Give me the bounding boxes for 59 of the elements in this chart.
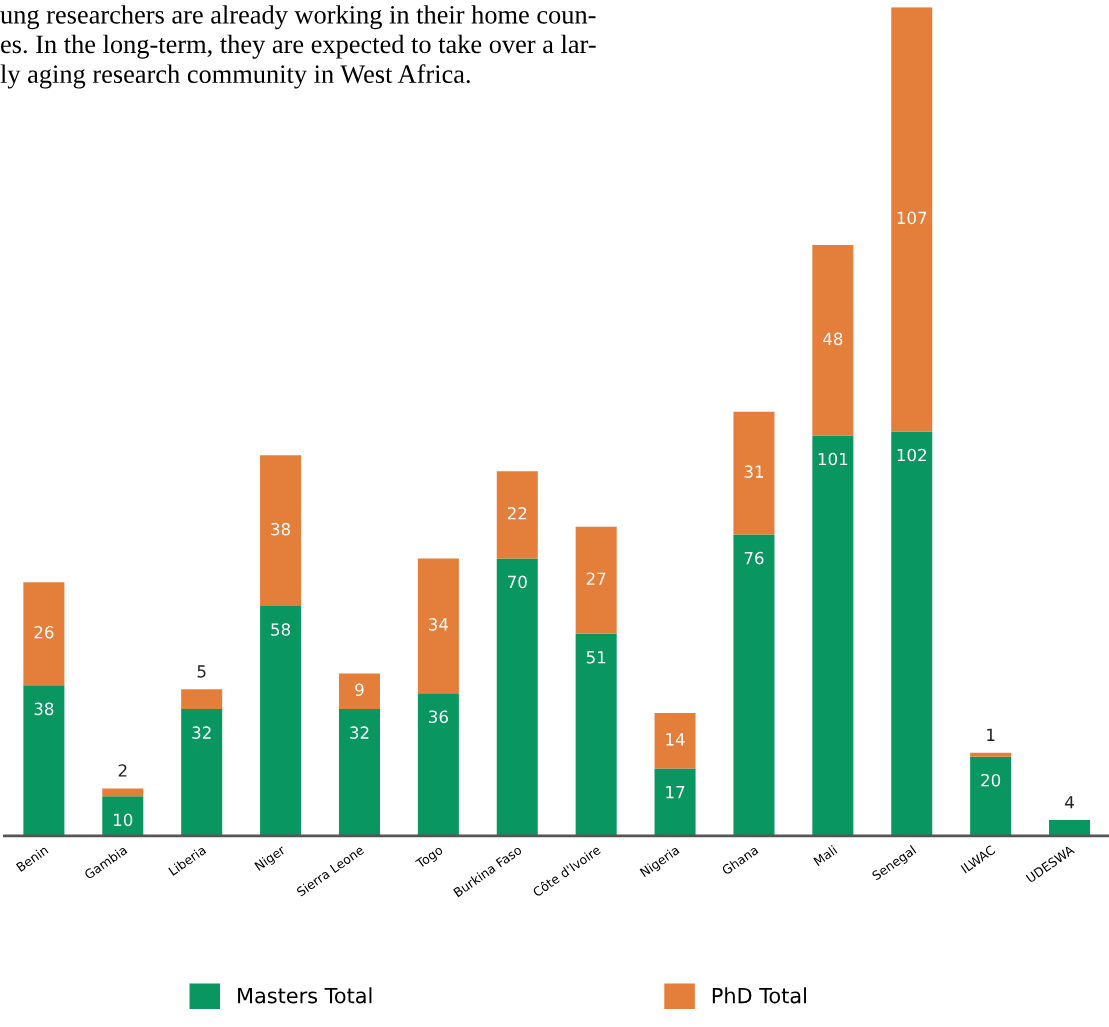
- data-label: 9: [355, 683, 364, 697]
- data-label: 22: [507, 507, 527, 520]
- data-label: 107: [897, 211, 927, 225]
- bar: [575, 526, 617, 634]
- bar: [181, 709, 223, 836]
- data-label: 38: [271, 522, 291, 536]
- x-tick-label: Togo: [415, 845, 445, 871]
- bar: [891, 7, 933, 432]
- data-label: 20: [981, 773, 1001, 787]
- data-label: 4: [1065, 796, 1074, 809]
- bar: [733, 534, 775, 836]
- bar: [891, 431, 933, 836]
- data-label: 38: [34, 702, 54, 716]
- x-tick-label: Mali: [813, 844, 838, 867]
- bar: [654, 713, 696, 769]
- bar: [338, 673, 380, 710]
- data-label: 17: [666, 786, 685, 799]
- data-label: 32: [350, 726, 369, 739]
- bar: [23, 582, 65, 686]
- data-label: 32: [192, 726, 211, 739]
- bar: [970, 752, 1012, 757]
- bar: [733, 411, 775, 535]
- bar: [575, 633, 617, 836]
- bar: [260, 455, 302, 606]
- bar: [417, 693, 459, 836]
- bar: [654, 768, 696, 836]
- bar: [338, 709, 380, 836]
- data-label: 34: [429, 618, 449, 631]
- data-label: 101: [818, 452, 848, 466]
- data-label: 27: [586, 572, 606, 585]
- bar: [102, 788, 144, 797]
- data-label: 1: [987, 728, 995, 741]
- data-label: 10: [114, 813, 133, 827]
- bar: [812, 245, 854, 436]
- bar: [102, 796, 144, 836]
- data-label: 36: [429, 710, 448, 724]
- bar: [181, 689, 223, 710]
- data-label: 70: [508, 575, 527, 589]
- data-label: 2: [118, 764, 127, 777]
- bar: [260, 605, 302, 836]
- annotation: ung researchers are already working in their home coun- es. In the long-term, they are expected to take over a lar- ly aging research community in West Africa.: [0, 5, 596, 89]
- data-label: 51: [586, 651, 606, 664]
- bar: [23, 685, 65, 836]
- data-label: 102: [897, 448, 926, 462]
- data-label: 58: [271, 623, 291, 636]
- bar: [1049, 820, 1091, 836]
- data-label: 5: [197, 665, 206, 678]
- bar: [970, 756, 1012, 836]
- data-label: 14: [666, 733, 685, 746]
- legend-label: Masters Total: [238, 987, 372, 1004]
- bar: [496, 558, 538, 836]
- bar: [812, 435, 854, 836]
- data-label: 76: [744, 551, 764, 565]
- data-label: 26: [34, 625, 54, 639]
- bar: [496, 471, 538, 559]
- legend-label: PhD Total: [712, 987, 806, 1004]
- bar: [417, 558, 459, 694]
- data-label: 31: [744, 465, 764, 478]
- data-label: 48: [823, 332, 843, 346]
